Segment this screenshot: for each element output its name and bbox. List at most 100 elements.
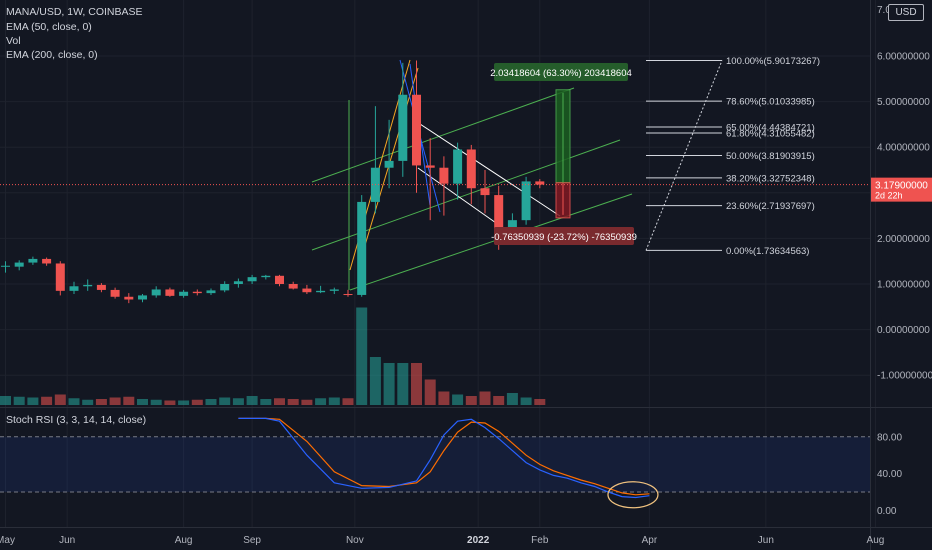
candle: [439, 156, 449, 216]
bar-countdown: 2d 22h: [875, 191, 903, 201]
volume-bars: [0, 307, 546, 405]
down-channel-upper[interactable]: [419, 123, 561, 217]
volume-bar: [109, 397, 121, 405]
volume-bar: [191, 399, 203, 405]
time-tick: 2022: [467, 535, 490, 546]
candle: [275, 274, 284, 287]
volume-bar: [506, 393, 518, 405]
candle: [466, 144, 476, 205]
price-tick: 4.00000000: [877, 143, 930, 154]
price-tick: 2.00000000: [877, 234, 930, 245]
channel-upper-line[interactable]: [311, 87, 575, 183]
candle: [28, 256, 38, 265]
measure-down-label-bg: [494, 227, 634, 245]
time-axis[interactable]: May Jun Aug Sep Nov 2022 Feb Apr Jun Aug: [0, 535, 884, 546]
grid: [0, 0, 876, 527]
candle: [192, 289, 202, 296]
candle: [179, 289, 189, 298]
candle: [357, 195, 367, 297]
fib-level-label: 50.00%(3.81903915): [726, 151, 815, 162]
ema200-legend[interactable]: EMA (200, close, 0): [6, 49, 98, 61]
price-axis[interactable]: 7.006.000000005.000000004.000000003.0000…: [871, 5, 932, 382]
volume-bar: [150, 399, 162, 405]
candle: [83, 279, 93, 291]
time-tick: Feb: [531, 535, 549, 546]
ema50-legend[interactable]: EMA (50, close, 0): [6, 21, 92, 33]
volume-bar: [397, 363, 409, 405]
candle: [343, 289, 353, 297]
time-tick: Sep: [243, 535, 261, 546]
volume-bar: [219, 397, 231, 405]
time-tick: Aug: [867, 535, 885, 546]
volume-bar: [287, 399, 299, 405]
candle: [302, 284, 312, 295]
candle: [535, 179, 545, 189]
candle: [165, 287, 175, 297]
time-tick: May: [0, 535, 15, 546]
fib-level-label: 0.00%(1.73634563): [726, 246, 809, 257]
candle: [370, 106, 380, 214]
candle: [384, 119, 394, 189]
volume-bar: [164, 400, 176, 405]
candle: [329, 287, 339, 295]
candle: [110, 287, 120, 299]
candle: [521, 176, 531, 225]
volume-bar: [205, 399, 217, 405]
candles: [1, 60, 545, 304]
down-channel-lower[interactable]: [417, 167, 507, 231]
volume-bar: [27, 397, 39, 405]
volume-bar: [260, 399, 272, 405]
candle: [55, 261, 65, 296]
volume-bar: [95, 399, 107, 405]
rsi-tick: 40.00: [877, 469, 902, 480]
price-tick: -1.00000000: [877, 371, 932, 382]
price-tick: 1.00000000: [877, 280, 930, 291]
rsi-k-line: [238, 417, 650, 499]
volume-bar: [123, 396, 135, 405]
candle: [288, 281, 298, 290]
candle: [220, 281, 230, 293]
volume-bar: [342, 398, 354, 405]
volume-bar: [274, 398, 285, 405]
stoch-rsi-pane: 80.00 40.00 0.00: [0, 417, 902, 517]
time-tick: Jun: [59, 535, 75, 546]
volume-bar: [68, 398, 80, 405]
fib-retracement[interactable]: 100.00%(5.90173267) 78.60%(5.01033985) 65.…: [645, 56, 820, 257]
candle: [206, 288, 216, 295]
fib-level-label: 100.00%(5.90173267): [726, 56, 820, 67]
volume-bar: [479, 391, 491, 405]
stoch-rsi-legend[interactable]: Stoch RSI (3, 3, 14, 14, close): [6, 414, 147, 426]
candle: [480, 170, 490, 214]
price-tick: 0.00000000: [877, 325, 930, 336]
volume-bar: [82, 399, 94, 405]
volume-bar: [328, 397, 340, 405]
symbol-title[interactable]: MANA/USD, 1W, COINBASE: [6, 6, 143, 18]
volume-bar: [54, 394, 66, 405]
measure-tool[interactable]: 2.03418604 (63.30%) 203418604 -0.76350939…: [490, 63, 637, 245]
time-tick: Jun: [758, 535, 774, 546]
volume-bar: [411, 363, 422, 405]
fib-level-label: 61.80%(4.31055482): [726, 129, 815, 140]
candle: [412, 60, 421, 193]
fib-level-label: 38.20%(3.32752348): [726, 173, 815, 184]
volume-bar: [246, 396, 258, 405]
candle: [69, 281, 79, 295]
volume-bar: [438, 391, 450, 405]
currency-button[interactable]: USD: [888, 4, 924, 21]
channel-lower-line[interactable]: [349, 193, 633, 291]
volume-bar: [520, 397, 532, 405]
current-price-tag: [871, 177, 932, 202]
rsi-tick: 0.00: [877, 506, 897, 517]
time-tick: Apr: [642, 535, 658, 546]
volume-bar: [493, 396, 505, 405]
measure-up-label-bg: [494, 63, 628, 81]
volume-bar: [232, 398, 244, 405]
rsi-d-line: [238, 417, 650, 496]
volume-bar: [137, 399, 148, 405]
candle: [138, 294, 147, 303]
volume-legend[interactable]: Vol: [6, 35, 21, 47]
volume-bar: [356, 307, 368, 405]
candle: [233, 278, 243, 288]
